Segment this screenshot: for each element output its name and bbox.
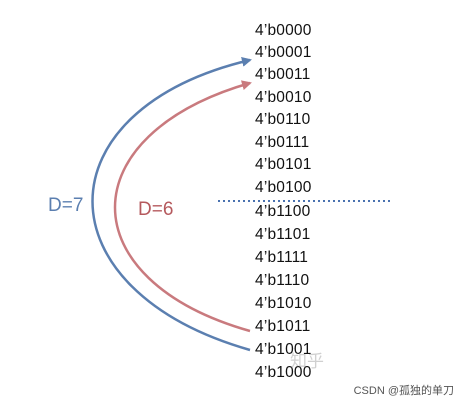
code-1001: 4’b1001 — [255, 341, 312, 358]
code-0010: 4’b0010 — [255, 89, 312, 106]
code-1000: 4’b1000 — [255, 364, 312, 381]
code-1011: 4’b1011 — [255, 318, 311, 335]
code-1010: 4’b1010 — [255, 295, 312, 312]
code-1100: 4’b1100 — [255, 203, 311, 220]
code-0100: 4’b0100 — [255, 179, 312, 196]
code-0101: 4’b0101 — [255, 156, 312, 173]
code-0111: 4’b0111 — [255, 134, 310, 151]
zhihu-watermark: 知乎 — [290, 352, 324, 371]
code-1110: 4’b1110 — [255, 272, 310, 289]
code-0000: 4’b0000 — [255, 22, 312, 39]
red-distance-label: D=6 — [138, 199, 174, 220]
csdn-watermark: CSDN @孤独的单刀 — [353, 385, 454, 397]
red-arc-d6 — [114, 80, 252, 333]
code-1111: 4’b1111 — [255, 249, 309, 266]
code-0001: 4’b0001 — [255, 44, 312, 61]
code-1101: 4’b1101 — [255, 226, 311, 243]
code-0011: 4’b0011 — [255, 66, 311, 83]
blue-distance-label: D=7 — [48, 195, 84, 216]
blue-arc-d7 — [91, 56, 252, 352]
code-0110: 4’b0110 — [255, 111, 311, 128]
